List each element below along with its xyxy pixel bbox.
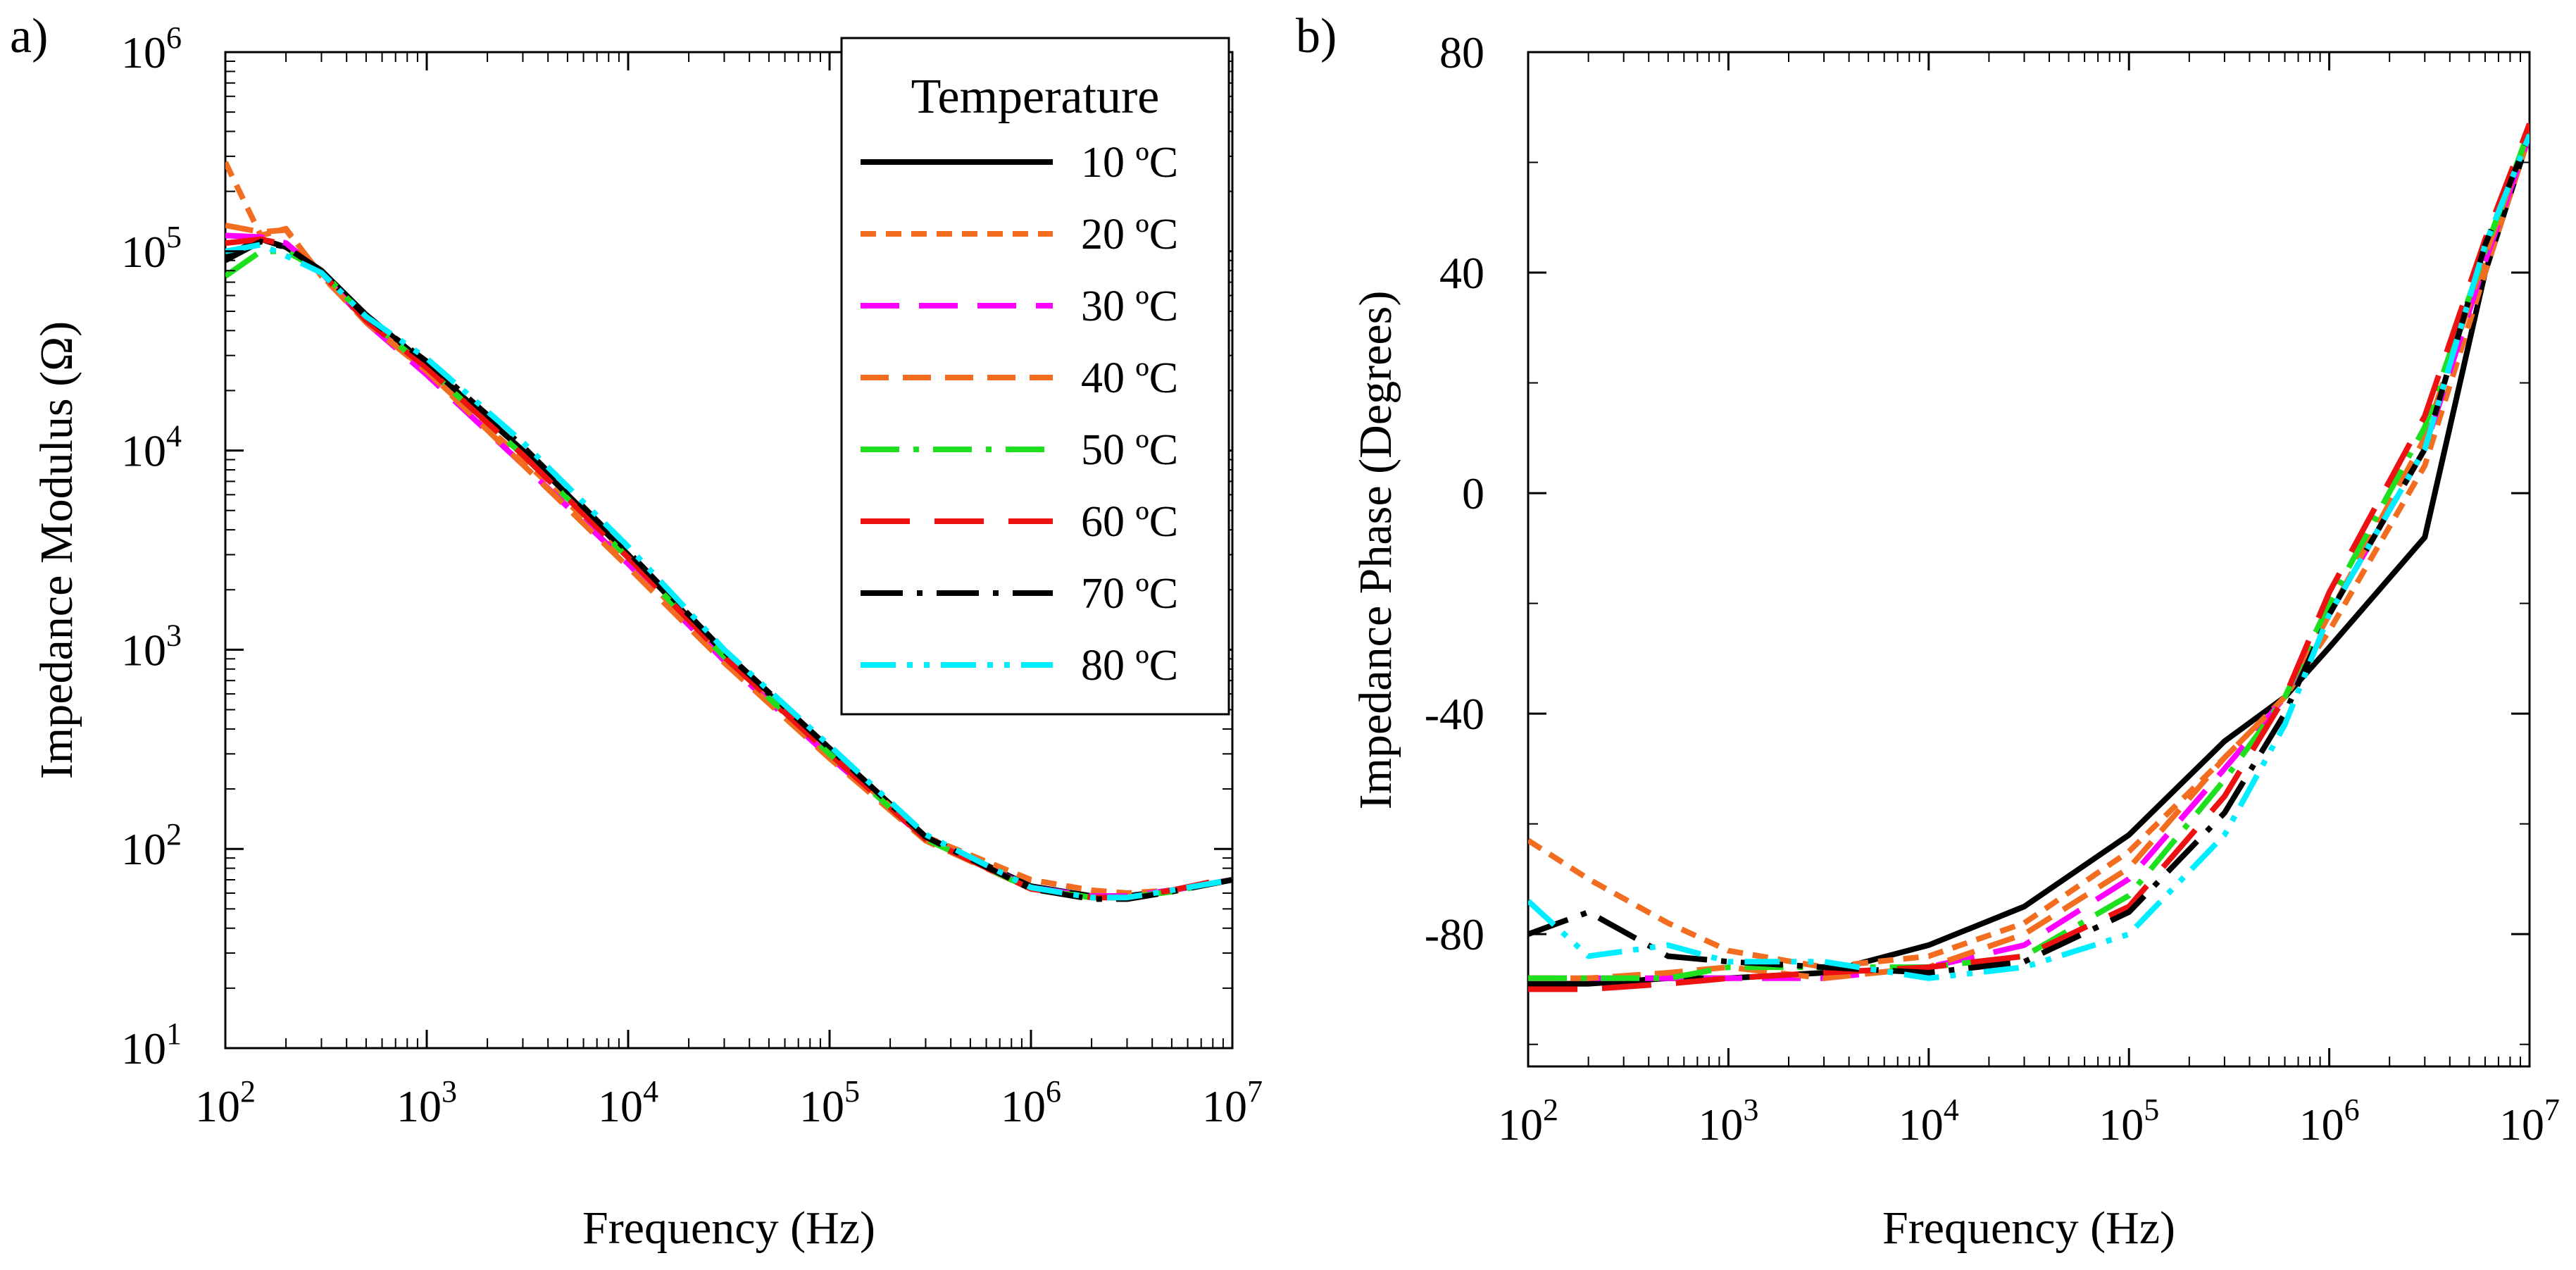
x-tick-label: 104 <box>598 1074 658 1131</box>
series-line-60c <box>1528 123 2530 992</box>
legend-label: 80 ºC <box>1081 642 1178 690</box>
x-tick-label: 106 <box>2299 1092 2360 1150</box>
legend-label: 70 ºC <box>1081 570 1178 618</box>
y-tick-label: 0 <box>1462 468 1484 518</box>
legend-label: 10 ºC <box>1081 139 1178 187</box>
legend-label: 50 ºC <box>1081 426 1178 474</box>
x-tick-label: 102 <box>195 1074 256 1131</box>
legend-label: 20 ºC <box>1081 211 1178 259</box>
panel-label-a: a) <box>10 9 48 63</box>
x-tick-label: 107 <box>1202 1074 1263 1131</box>
x-tick-label: 106 <box>1001 1074 1061 1131</box>
legend: Temperature 10 ºC 20 ºC 30 ºC 40 ºC 50 ºC 60 … <box>840 37 1230 716</box>
y-axis-label-a: Impedance Modulus (Ω) <box>31 321 82 779</box>
series-line-10c <box>1528 134 2530 987</box>
legend-entry: 10 ºC <box>861 139 1178 187</box>
x-tick-label: 105 <box>2099 1092 2159 1150</box>
x-axis-label-b: Frequency (Hz) <box>1882 1202 2175 1254</box>
x-tick-label: 102 <box>1498 1092 1558 1150</box>
series-line-20c <box>1528 134 2530 971</box>
y-axis-label-b: Impedance Phase (Degrees) <box>1350 291 1401 810</box>
x-tick-label: 104 <box>1899 1092 1959 1150</box>
legend-title: Temperature <box>911 70 1160 124</box>
x-tick-label: 103 <box>1698 1092 1758 1150</box>
plot-frame-a <box>224 51 1234 1050</box>
panel-label-b: b) <box>1296 9 1337 63</box>
y-tick-label: 104 <box>121 419 182 476</box>
y-tick-label: 105 <box>121 220 182 277</box>
y-tick-label: 103 <box>121 618 182 675</box>
y-tick-label: 106 <box>121 20 182 77</box>
legend-entry: 80 ºC <box>861 642 1178 690</box>
chart-panel-a: a) 102 103 104 105 106 107 101102103104105106… <box>10 9 1263 1254</box>
chart-panel-b: b) 102 103 104 105 106 107 80 40 0 -40 -80 Freque… <box>1296 9 2560 1254</box>
series-line-70c <box>1528 133 2530 976</box>
y-tick-label: 101 <box>121 1016 182 1073</box>
legend-label: 60 ºC <box>1081 498 1178 546</box>
plot-frame-b <box>1527 51 2531 1068</box>
series-line-80c <box>225 242 1232 901</box>
y-tick-label: 80 <box>1439 27 1484 77</box>
legend-entry: 30 ºC <box>861 282 1178 330</box>
x-tick-label: 103 <box>396 1074 457 1131</box>
series-line-30c <box>1528 134 2530 981</box>
y-tick-label: -80 <box>1425 909 1484 959</box>
legend-label: 40 ºC <box>1081 354 1178 402</box>
y-tick-label: 102 <box>121 817 182 874</box>
legend-entry: 50 ºC <box>861 426 1178 474</box>
series-line-40c <box>1528 128 2530 981</box>
series-line-70c <box>225 238 1232 902</box>
legend-label: 30 ºC <box>1081 282 1178 330</box>
series-line-50c <box>1528 128 2530 981</box>
legend-entry: 70 ºC <box>861 570 1178 618</box>
y-tick-label: 40 <box>1439 248 1484 298</box>
y-tick-label: -40 <box>1425 689 1484 739</box>
series-line-80c <box>1528 133 2530 981</box>
legend-entry: 20 ºC <box>861 211 1178 259</box>
x-tick-label: 105 <box>799 1074 860 1131</box>
x-tick-label: 107 <box>2499 1092 2560 1150</box>
legend-entry: 60 ºC <box>861 498 1178 546</box>
x-axis-label-a: Frequency (Hz) <box>582 1202 875 1254</box>
legend-entry: 40 ºC <box>861 354 1178 402</box>
